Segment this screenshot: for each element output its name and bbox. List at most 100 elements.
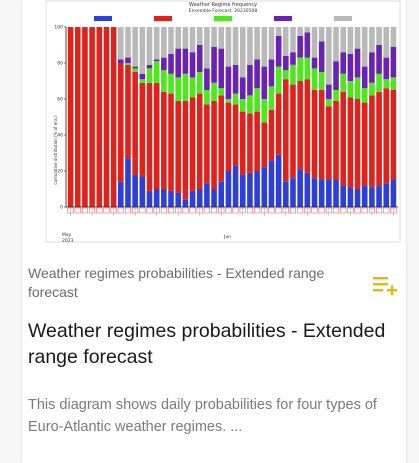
bar-segment-blue <box>376 185 382 207</box>
bar-segment-gray <box>225 27 232 67</box>
bar-segment-green <box>361 88 368 103</box>
bar-segment-red <box>239 111 246 175</box>
bar-segment-purple <box>354 48 361 78</box>
bar-segment-gray <box>232 27 239 65</box>
bar-segment-gray <box>311 27 318 58</box>
bar-segment-red <box>211 100 217 189</box>
date-flag <box>361 207 368 214</box>
bar-segment-red <box>254 111 260 171</box>
date-flag <box>225 207 232 214</box>
bar-segment-red <box>175 100 181 193</box>
x-footer-month: May <box>62 232 72 238</box>
bar-segment-green <box>146 68 153 83</box>
bar-segment-purple <box>182 48 189 74</box>
date-flag <box>182 207 189 214</box>
bar-segment-purple <box>153 59 160 62</box>
bar-segment-green <box>125 63 131 65</box>
date-flag <box>246 207 253 214</box>
bar-segment-red <box>204 104 210 184</box>
chart-thumbnail[interactable]: Weather Regime frequency Ensemble Foreca… <box>28 0 404 244</box>
date-flag <box>289 207 296 214</box>
x-axis <box>70 207 394 216</box>
date-flag <box>311 207 318 214</box>
y-tick-label: 80 <box>57 61 63 67</box>
bar-segment-green <box>153 61 160 83</box>
bar-segment-purple <box>268 59 275 87</box>
bar-segment-purple <box>376 45 382 74</box>
bar-segment-purple <box>232 64 239 94</box>
bar-segment-blue <box>189 190 196 207</box>
bar-segment-green <box>218 88 225 96</box>
bar-segment-blue <box>297 169 303 207</box>
bar-segment-blue <box>304 172 311 207</box>
bar-segment-red <box>326 106 332 180</box>
y-axis-label: cumulative distribution (% of ens.) <box>53 115 58 185</box>
bar-segment-gray <box>161 27 167 58</box>
bar-segment-green <box>225 99 232 103</box>
bar-segment-gray <box>333 27 339 62</box>
bar-segment-blue <box>118 181 124 207</box>
bar-segment-blue <box>369 187 375 207</box>
bar-segment-green <box>268 86 275 110</box>
bar-segment-red <box>311 90 318 179</box>
bar-segment-red <box>82 27 88 207</box>
bar-segment-gray <box>283 27 289 56</box>
bar-segment-green <box>275 66 282 94</box>
bar-segment-red <box>168 93 174 191</box>
bar-segment-red <box>261 122 268 168</box>
y-tick-label: 20 <box>57 169 63 175</box>
bar-segment-red <box>390 90 397 180</box>
bar-segment-gray <box>340 27 346 53</box>
bar-segment-gray <box>326 27 332 85</box>
bar-segment-red <box>304 79 311 173</box>
bar-segment-blue <box>268 160 275 207</box>
bar-segment-gray <box>268 27 275 60</box>
bar-segment-red <box>132 72 138 175</box>
bar-segment-purple <box>304 32 311 58</box>
bar-segment-purple <box>132 66 138 69</box>
bar-segment-red <box>290 84 296 179</box>
bar-segment-blue <box>161 189 167 207</box>
bar-segment-red <box>161 91 167 189</box>
add-to-list-button[interactable] <box>372 274 398 296</box>
bar-segment-gray <box>211 27 217 47</box>
bar-segment-gray <box>125 27 131 58</box>
bar-segment-red <box>182 100 189 200</box>
content-card[interactable]: Weather Regime frequency Ensemble Foreca… <box>22 0 406 463</box>
playlist-add-icon <box>373 277 397 296</box>
bar-segment-green <box>318 72 325 90</box>
bar-segment-blue <box>354 189 361 207</box>
bar-segment-blue <box>225 171 232 207</box>
date-flag <box>168 207 175 214</box>
bar-segment-gray <box>196 27 203 45</box>
bar-segment-purple <box>125 57 131 63</box>
bar-segment-gray <box>390 27 397 47</box>
bar-segment-green <box>189 77 196 98</box>
bar-segment-gray <box>168 27 174 54</box>
bar-segment-red <box>283 79 289 182</box>
date-flag <box>354 207 361 214</box>
bar-segment-blue <box>168 190 174 207</box>
bar-segment-blue <box>211 189 217 207</box>
bar-segment-gray <box>146 27 153 65</box>
date-flag <box>232 207 239 214</box>
card-title[interactable]: Weather regimes probabilities - Extended… <box>28 320 386 368</box>
bar-segment-purple <box>168 54 174 74</box>
bar-segment-blue <box>318 180 325 207</box>
bar-segment-blue <box>232 165 239 207</box>
chart-title: Weather Regime frequency <box>189 2 257 8</box>
bar-segment-red <box>275 93 282 155</box>
date-flag <box>117 207 124 214</box>
bar-segment-green <box>333 90 339 101</box>
bar-segment-green <box>175 77 181 101</box>
chart-legend <box>94 16 352 21</box>
date-flag <box>383 207 390 214</box>
bar-segment-purple <box>146 64 153 69</box>
bar-segment-blue <box>290 178 296 207</box>
bar-segment-green <box>376 73 382 92</box>
bar-segment-red <box>196 93 203 189</box>
bar-segment-blue <box>340 185 346 207</box>
date-flag <box>189 207 196 214</box>
bar-segment-blue <box>333 180 339 207</box>
bar-segment-green <box>283 70 289 80</box>
